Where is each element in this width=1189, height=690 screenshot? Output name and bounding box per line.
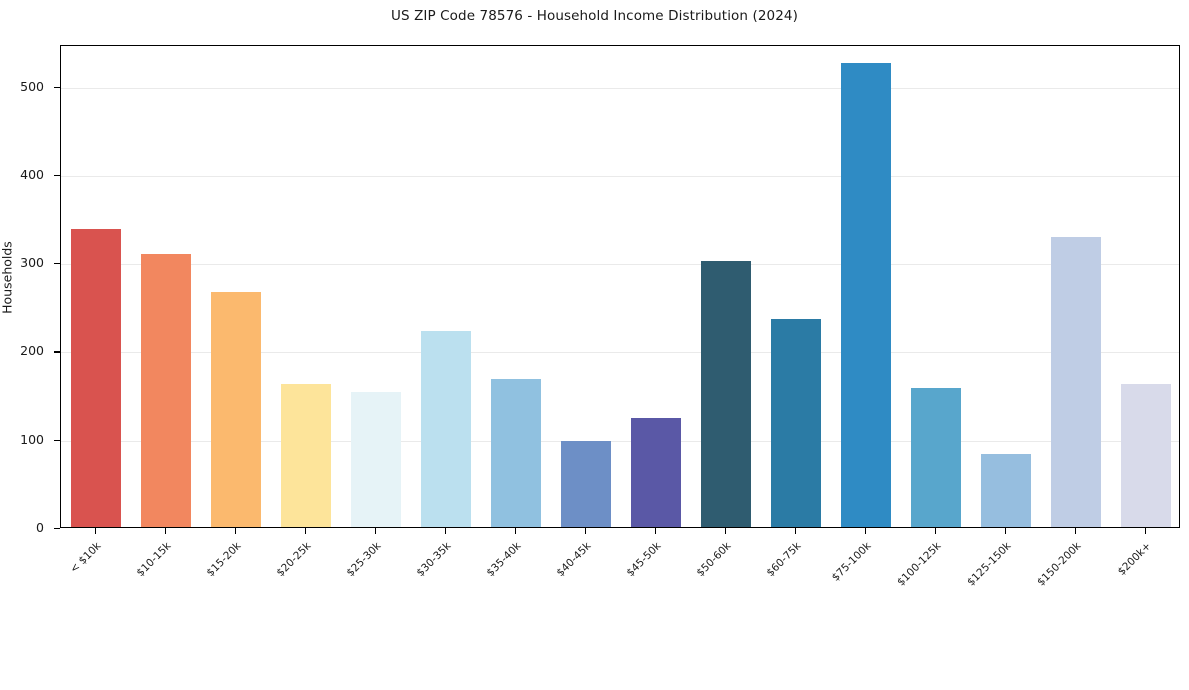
y-axis-tick-labels: 0 100 200 300 400 500 (0, 0, 60, 590)
x-tick-label: $25-30k (344, 540, 384, 580)
x-tick-label: $35-40k (484, 540, 524, 580)
x-tick-label: $150-200k (1034, 540, 1084, 589)
x-tick-label: $15-20k (204, 540, 244, 580)
x-tick-mark (235, 528, 237, 534)
y-tick-mark (54, 174, 60, 176)
x-tick-mark (95, 528, 97, 534)
x-tick-mark (935, 528, 937, 534)
bar[interactable] (630, 418, 682, 527)
x-tick-mark (1145, 528, 1147, 534)
x-tick-mark (1075, 528, 1077, 534)
y-tick-label: 0 (36, 519, 44, 535)
x-tick-label: $40-45k (554, 540, 594, 580)
x-tick-label: $45-50k (624, 540, 664, 580)
x-tick-mark (795, 528, 797, 534)
x-tick-mark (1005, 528, 1007, 534)
y-tick-mark (54, 263, 60, 265)
x-tick-mark (865, 528, 867, 534)
bar[interactable] (350, 391, 402, 527)
bar[interactable] (210, 292, 262, 527)
plot-area (60, 45, 1180, 528)
y-tick-label: 200 (20, 343, 44, 359)
bar[interactable] (770, 318, 822, 527)
x-tick-mark (305, 528, 307, 534)
x-tick-label: $75-100k (829, 540, 874, 584)
bar[interactable] (70, 229, 122, 527)
bar[interactable] (420, 330, 472, 527)
x-tick-label: $60-75k (764, 540, 804, 580)
y-tick-mark (54, 439, 60, 441)
bar[interactable] (280, 383, 332, 527)
x-tick-label: $50-60k (694, 540, 734, 580)
x-tick-mark (445, 528, 447, 534)
x-tick-label: $20-25k (274, 540, 314, 580)
bar[interactable] (980, 453, 1032, 527)
x-tick-mark (165, 528, 167, 534)
y-tick-label: 300 (20, 254, 44, 270)
y-tick-label: 500 (20, 78, 44, 94)
bar[interactable] (910, 388, 962, 527)
bar[interactable] (1120, 383, 1172, 527)
bar[interactable] (560, 441, 612, 527)
bar[interactable] (840, 63, 892, 527)
y-tick-mark (54, 528, 60, 530)
y-tick-mark (54, 351, 60, 353)
chart-figure: US ZIP Code 78576 - Household Income Dis… (0, 0, 1180, 590)
y-tick-label: 100 (20, 431, 44, 447)
bar[interactable] (700, 261, 752, 527)
bars-layer (61, 46, 1179, 527)
x-tick-mark (375, 528, 377, 534)
y-tick-mark (54, 86, 60, 88)
chart-title: US ZIP Code 78576 - Household Income Dis… (391, 8, 798, 24)
bar[interactable] (140, 254, 192, 527)
x-tick-mark (515, 528, 517, 534)
x-tick-mark (585, 528, 587, 534)
x-tick-label: $125-150k (964, 540, 1014, 589)
x-tick-label: $30-35k (414, 540, 454, 580)
bar[interactable] (1050, 236, 1102, 527)
x-tick-mark (725, 528, 727, 534)
x-tick-mark (655, 528, 657, 534)
y-tick-label: 400 (20, 166, 44, 182)
x-tick-label: $200k+ (1115, 540, 1154, 578)
x-tick-label: $100-125k (894, 540, 944, 589)
bar[interactable] (490, 378, 542, 527)
